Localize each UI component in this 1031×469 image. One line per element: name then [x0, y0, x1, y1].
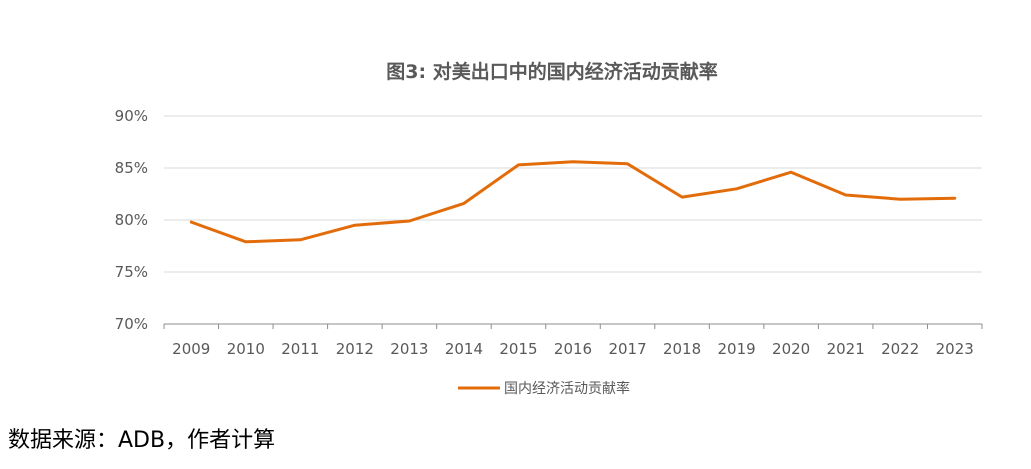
y-tick-label: 75%: [115, 263, 148, 281]
data-point: [243, 239, 248, 244]
x-tick-label: 2022: [881, 340, 919, 358]
data-point: [680, 195, 685, 200]
x-tick-label: 2020: [772, 340, 810, 358]
series-line: [189, 160, 957, 244]
data-point: [898, 197, 903, 202]
x-tick-label: 2016: [554, 340, 592, 358]
data-point: [352, 223, 357, 228]
data-point: [789, 170, 794, 175]
x-tick-label: 2010: [227, 340, 265, 358]
x-tick-label: 2013: [390, 340, 428, 358]
data-point: [734, 186, 739, 191]
data-point: [952, 196, 957, 201]
data-point: [843, 193, 848, 198]
x-tick-label: 2012: [336, 340, 374, 358]
data-point: [625, 161, 630, 166]
data-point: [461, 201, 466, 206]
x-tick-label: 2018: [663, 340, 701, 358]
x-axis: 2009 2010 2011 2012 2013 2014 2015 2016 2017 2018…: [163, 323, 983, 358]
y-axis-ticks: 70% 75% 80% 85% 90%: [115, 107, 148, 333]
x-tick-label: 2023: [936, 340, 974, 358]
source-note: 数据来源：ADB，作者计算: [8, 428, 276, 453]
legend: 国内经济活动贡献率: [458, 380, 630, 397]
data-point: [571, 159, 576, 164]
series-lines: [189, 159, 957, 244]
x-tick-label: 2019: [718, 340, 756, 358]
data-point: [516, 162, 521, 167]
y-tick-label: 90%: [115, 107, 148, 125]
gridlines: [164, 115, 982, 273]
y-tick-label: 80%: [115, 211, 148, 229]
x-tick-label: 2009: [172, 340, 210, 358]
x-tick-label: 2021: [827, 340, 865, 358]
x-tick-label: 2014: [445, 340, 483, 358]
x-tick-label: 2011: [281, 340, 319, 358]
data-point: [298, 237, 303, 242]
data-point: [189, 220, 194, 225]
line-chart: 图3: 对美出口中的国内经济活动贡献率 70% 75% 80% 85% 90% 2009…: [115, 60, 983, 397]
y-tick-label: 70%: [115, 315, 148, 333]
legend-label: 国内经济活动贡献率: [504, 380, 630, 397]
x-tick-label: 2017: [608, 340, 646, 358]
data-point: [407, 219, 412, 224]
chart-title: 图3: 对美出口中的国内经济活动贡献率: [386, 60, 717, 83]
x-tick-label: 2015: [499, 340, 537, 358]
y-tick-label: 85%: [115, 159, 148, 177]
